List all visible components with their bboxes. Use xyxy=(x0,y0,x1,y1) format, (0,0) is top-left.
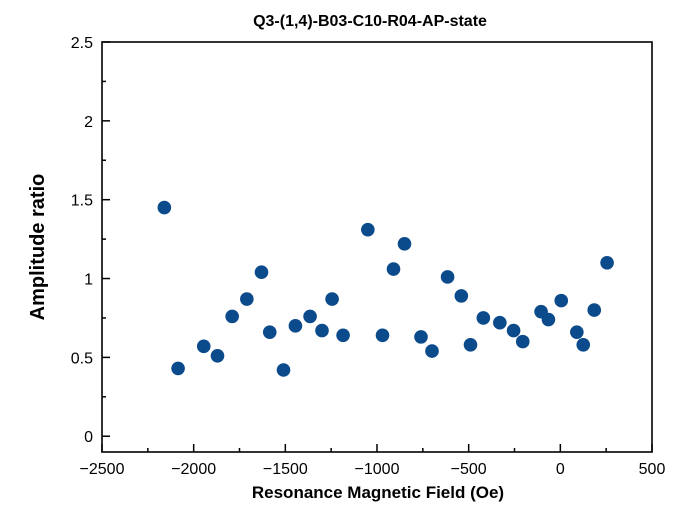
data-point xyxy=(157,200,172,215)
data-point xyxy=(361,222,375,237)
data-point xyxy=(336,328,350,343)
data-point xyxy=(325,292,339,306)
data-point xyxy=(576,337,591,352)
data-point xyxy=(262,325,277,339)
data-point xyxy=(506,323,521,338)
y-tick-label: 2.5 xyxy=(71,35,93,52)
data-point xyxy=(288,319,303,333)
x-tick-label: −2500 xyxy=(80,461,125,478)
data-point xyxy=(440,270,455,284)
data-point xyxy=(303,309,317,324)
chart-title: Q3-(1,4)-B03-C10-R04-AP-state xyxy=(253,13,487,30)
data-point xyxy=(386,262,401,276)
data-point xyxy=(570,325,584,339)
data-point xyxy=(600,255,614,270)
data-point xyxy=(196,339,211,354)
x-tick-label: −1000 xyxy=(355,461,400,478)
y-tick-label: 0 xyxy=(84,429,93,446)
data-point xyxy=(554,293,569,308)
data-point xyxy=(276,363,291,377)
y-tick-label: 0.5 xyxy=(71,350,93,367)
x-axis-label: Resonance Magnetic Field (Oe) xyxy=(252,483,504,502)
x-tick-label: −500 xyxy=(451,461,487,478)
data-point xyxy=(541,312,556,327)
data-point xyxy=(254,265,269,280)
y-axis-label: Amplitude ratio xyxy=(27,174,49,321)
x-tick-label: 500 xyxy=(639,461,666,478)
data-point xyxy=(171,361,185,376)
data-point xyxy=(210,349,225,363)
data-point xyxy=(425,344,439,358)
y-tick-label: 2 xyxy=(84,114,93,131)
data-point xyxy=(463,337,478,352)
data-point xyxy=(240,292,254,306)
data-point xyxy=(587,303,602,317)
x-tick-label: −2000 xyxy=(171,461,216,478)
data-points xyxy=(157,200,614,377)
data-point xyxy=(515,334,530,349)
data-point xyxy=(315,323,329,338)
data-point xyxy=(493,315,507,330)
axis-ticks: −2500 −2000 −1500 −1000 −500 0 500 0 0.5 1 1.5 2 2.5 xyxy=(71,35,666,478)
data-point xyxy=(414,330,428,344)
data-point xyxy=(375,328,390,343)
plot-frame xyxy=(101,41,653,453)
data-point xyxy=(225,309,239,324)
data-point xyxy=(476,311,491,325)
y-tick-label: 1 xyxy=(84,272,93,289)
data-point xyxy=(397,237,412,251)
y-tick-label: 1.5 xyxy=(71,193,93,210)
x-tick-label: −1500 xyxy=(263,461,308,478)
x-tick-label: 0 xyxy=(556,461,565,478)
data-point xyxy=(454,289,469,303)
